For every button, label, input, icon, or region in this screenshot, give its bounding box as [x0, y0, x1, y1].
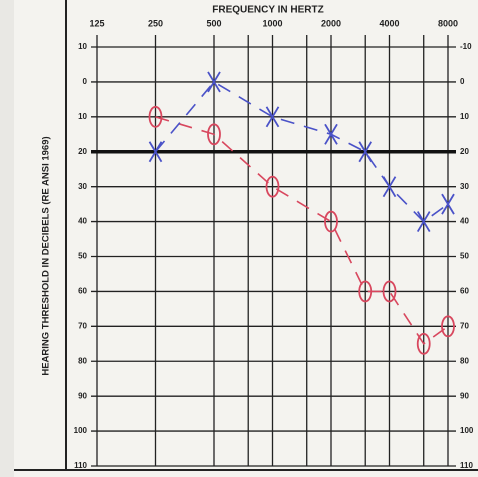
x-tick-label: 4000 — [379, 18, 399, 28]
x-tick-label: 125 — [89, 18, 104, 28]
threshold-o — [148, 105, 163, 128]
y-tick-label: 30 — [78, 182, 87, 191]
y-tick-label: 50 — [78, 252, 87, 261]
threshold-o — [416, 332, 431, 355]
y2-tick-label: 40 — [460, 217, 469, 226]
threshold-o — [358, 280, 373, 303]
threshold-x — [324, 123, 338, 145]
y-tick-label: 90 — [78, 391, 87, 400]
threshold-x — [148, 141, 163, 163]
y2-tick-label: 60 — [460, 287, 469, 296]
x-tick-label: 8000 — [438, 18, 458, 28]
y-tick-label: 10 — [78, 42, 87, 51]
threshold-x — [441, 193, 455, 215]
threshold-o — [207, 123, 221, 146]
series-line — [155, 116, 449, 345]
y-tick-label: 100 — [74, 426, 88, 435]
y-tick-label: 80 — [78, 356, 87, 365]
y-tick-label: 110 — [74, 461, 87, 470]
y2-tick-label: 110 — [460, 461, 473, 470]
y-tick-label: 60 — [78, 287, 87, 296]
threshold-x — [358, 141, 372, 163]
threshold-x — [265, 106, 280, 128]
series-line — [154, 80, 449, 223]
y-tick-label: 10 — [78, 112, 87, 121]
y-axis-label: HEARING THRESHOLD IN DECIBELS (RE ANSI 1… — [41, 136, 52, 375]
y2-tick-label: 30 — [460, 182, 469, 191]
y-tick-label: 70 — [78, 321, 87, 330]
y-tick-label: 40 — [78, 217, 87, 226]
y2-tick-label: -10 — [460, 42, 472, 51]
threshold-o — [265, 175, 280, 198]
x-tick-label: 2000 — [321, 18, 341, 28]
threshold-o — [324, 210, 338, 233]
x-tick-label: 1000 — [262, 18, 282, 28]
y2-tick-label: 10 — [460, 112, 469, 121]
y2-tick-label: 50 — [460, 252, 469, 261]
y2-tick-label: 20 — [460, 147, 469, 156]
y-tick-label: 0 — [83, 77, 88, 86]
y2-tick-label: 100 — [460, 426, 474, 435]
y2-tick-label: 70 — [460, 321, 469, 330]
y2-tick-label: 90 — [460, 391, 469, 400]
x-tick-label: 500 — [206, 18, 221, 28]
y2-tick-label: 80 — [460, 356, 469, 365]
y-tick-label: 20 — [78, 147, 87, 156]
sheet — [14, 0, 478, 477]
x-tick-label: 250 — [148, 18, 163, 28]
threshold-o — [441, 315, 455, 338]
chart-title: FREQUENCY IN HERTZ — [212, 5, 324, 16]
y2-tick-label: 0 — [460, 77, 465, 86]
threshold-x — [416, 211, 431, 233]
threshold-x — [382, 176, 397, 198]
threshold-x — [207, 71, 221, 93]
threshold-o — [382, 280, 397, 303]
